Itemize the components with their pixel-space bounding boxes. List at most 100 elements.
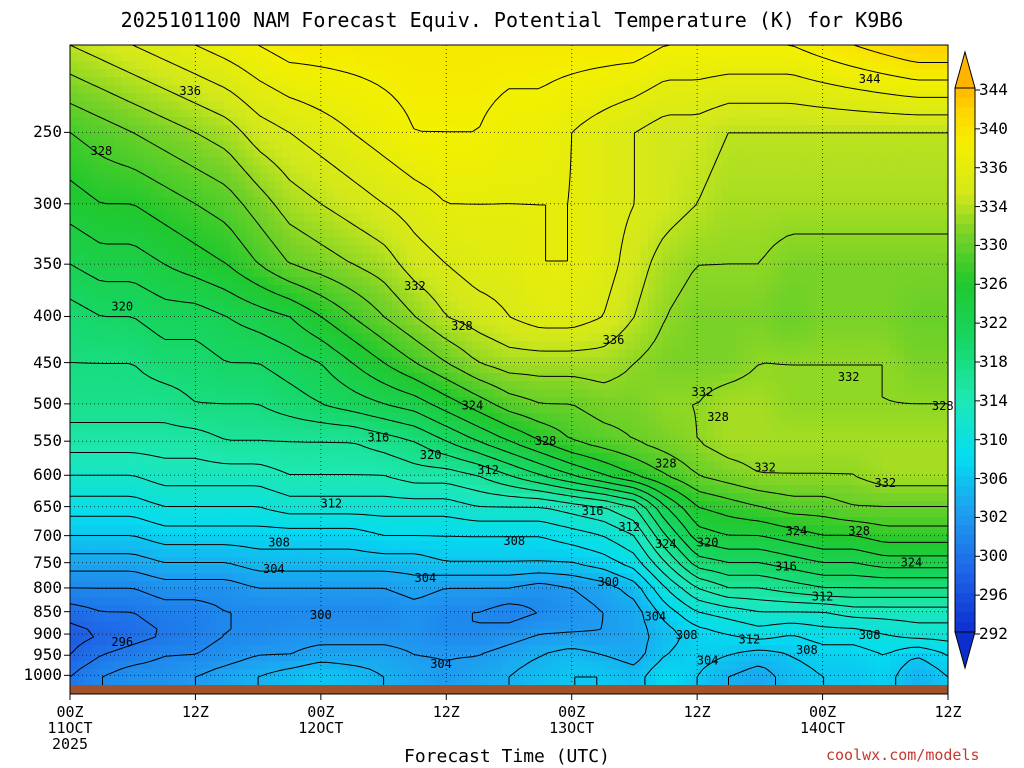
field-cell <box>252 365 261 374</box>
field-cell <box>589 269 598 278</box>
field-cell <box>765 93 773 102</box>
field-cell <box>801 181 810 190</box>
field-cell <box>779 157 788 166</box>
field-cell <box>348 197 356 206</box>
field-cell <box>896 285 905 294</box>
field-cell <box>904 341 913 350</box>
field-cell <box>282 253 291 262</box>
field-cell <box>604 309 613 318</box>
field-cell <box>128 253 137 262</box>
field-cell <box>406 141 415 150</box>
field-cell <box>779 117 788 126</box>
field-cell <box>655 61 664 70</box>
field-cell <box>852 213 861 222</box>
field-cell <box>926 85 934 94</box>
field-cell <box>91 189 100 198</box>
field-cell <box>611 277 620 286</box>
field-cell <box>662 293 671 302</box>
field-cell <box>340 189 349 198</box>
field-cell <box>889 277 898 286</box>
field-cell <box>179 285 188 294</box>
field-cell <box>830 77 839 86</box>
field-cell <box>165 69 174 78</box>
field-cell <box>391 357 400 366</box>
field-cell <box>618 181 627 190</box>
field-cell <box>552 149 561 158</box>
field-cell <box>706 357 715 366</box>
field-cell <box>728 365 737 374</box>
field-cell <box>904 365 913 374</box>
field-cell <box>882 213 891 222</box>
field-cell <box>494 45 503 54</box>
field-cell <box>867 149 876 158</box>
field-cell <box>589 245 598 254</box>
field-cell <box>845 221 854 230</box>
field-cell <box>560 85 569 94</box>
field-cell <box>421 333 430 342</box>
field-cell <box>194 125 203 134</box>
field-cell <box>216 333 225 342</box>
field-cell <box>399 149 408 158</box>
field-cell <box>845 349 854 358</box>
field-cell <box>545 221 554 230</box>
field-cell <box>230 141 239 150</box>
field-cell <box>896 341 905 350</box>
field-cell <box>918 149 927 158</box>
field-cell <box>318 237 327 246</box>
field-cell <box>457 333 466 342</box>
field-cell <box>384 141 393 150</box>
field-cell <box>128 85 137 94</box>
field-cell <box>728 173 737 182</box>
field-cell <box>194 133 203 142</box>
field-cell <box>201 373 210 382</box>
field-cell <box>106 181 115 190</box>
field-cell <box>538 309 547 318</box>
field-cell <box>882 197 891 206</box>
field-cell <box>209 85 217 94</box>
field-cell <box>743 229 752 238</box>
field-cell <box>545 293 554 302</box>
field-cell <box>99 221 108 230</box>
field-cell <box>311 317 320 326</box>
field-cell <box>874 213 883 222</box>
field-cell <box>113 261 122 270</box>
field-cell <box>289 133 298 142</box>
field-cell <box>677 141 686 150</box>
field-cell <box>582 253 591 262</box>
field-cell <box>450 61 459 70</box>
field-cell <box>662 45 671 54</box>
field-cell <box>582 213 591 222</box>
field-cell <box>282 213 291 222</box>
field-cell <box>487 93 495 102</box>
field-cell <box>538 301 547 310</box>
field-cell <box>596 301 605 310</box>
field-cell <box>165 333 174 342</box>
field-cell <box>655 101 664 110</box>
field-cell <box>450 213 459 222</box>
field-cell <box>106 125 115 134</box>
field-cell <box>428 253 437 262</box>
field-cell <box>318 109 327 118</box>
field-cell <box>779 45 788 54</box>
field-cell <box>216 149 225 158</box>
field-cell <box>801 141 810 150</box>
field-cell <box>494 349 503 358</box>
field-cell <box>779 341 788 350</box>
field-cell <box>794 141 803 150</box>
field-cell <box>457 77 466 86</box>
field-cell <box>538 229 547 238</box>
field-cell <box>194 269 203 278</box>
field-cell <box>918 221 927 230</box>
field-cell <box>494 333 503 342</box>
field-cell <box>596 309 605 318</box>
field-cell <box>757 341 766 350</box>
field-cell <box>267 245 276 254</box>
field-cell <box>552 293 561 302</box>
field-cell <box>691 109 700 118</box>
field-cell <box>509 69 517 78</box>
field-cell <box>823 109 832 118</box>
field-cell <box>808 317 817 326</box>
field-cell <box>940 357 949 366</box>
field-cell <box>721 173 730 182</box>
field-cell <box>589 341 598 350</box>
